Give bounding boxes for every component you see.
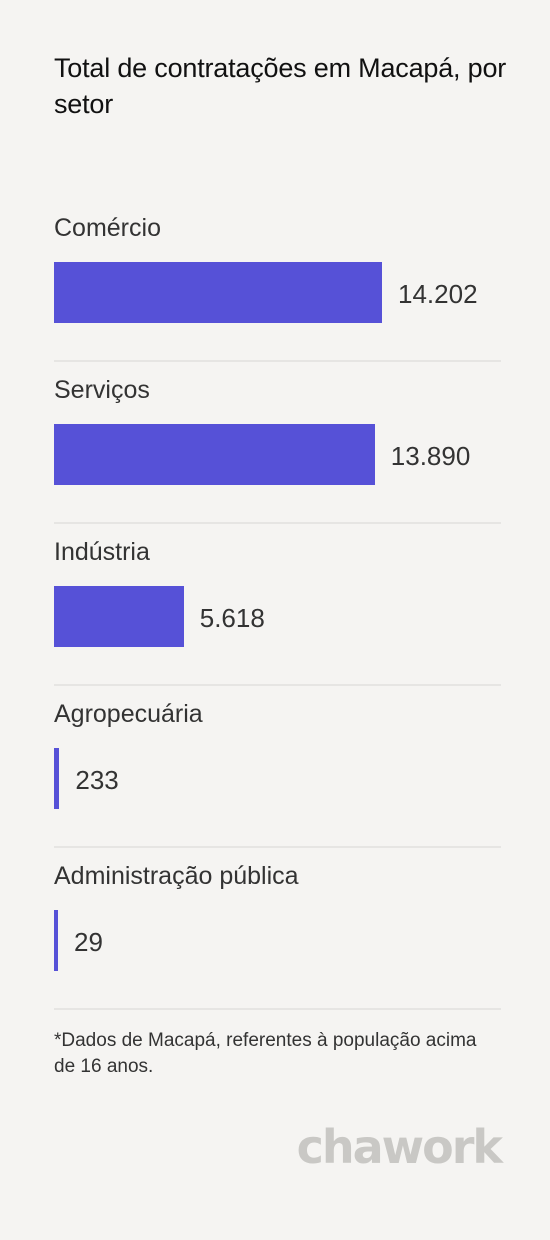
footnote: *Dados de Macapá, referentes à população… (54, 1030, 477, 1077)
bar-value-label: 14.202 (398, 279, 478, 309)
bar (54, 262, 382, 323)
bar (54, 748, 60, 809)
row-divider (54, 1008, 501, 1010)
category-label: Indústria (54, 538, 150, 566)
category-label: Administração pública (54, 862, 299, 890)
bar-rows: Comércio 14.202 Serviços 13.890 Indústria 5.6… (54, 200, 501, 1010)
chawork-logo: chawork (296, 1120, 503, 1174)
bar (54, 910, 58, 971)
bar-track: 5.618 (54, 586, 501, 647)
bar-value-label: 29 (74, 927, 103, 957)
row-divider (54, 522, 501, 524)
bar-value-label: 5.618 (199, 603, 265, 633)
bar-value-label: 13.890 (390, 441, 471, 471)
bar-row: Administração pública 29 (54, 848, 501, 1010)
category-label: Agropecuária (54, 700, 203, 728)
bar-track: 13.890 (54, 424, 501, 485)
bar-track: 233 (54, 748, 501, 809)
bar-value-label: 233 (75, 765, 119, 795)
bar-row: Comércio 14.202 (54, 200, 501, 362)
bar (54, 424, 375, 485)
bar (54, 586, 184, 647)
bar-row: Indústria 5.618 (54, 524, 501, 686)
bar-row: Agropecuária 233 (54, 686, 501, 848)
chart-title: Total de contratações em Macapá, por set… (54, 53, 507, 119)
bar-track: 29 (54, 910, 501, 971)
row-divider (54, 684, 501, 686)
category-label: Serviços (54, 376, 150, 404)
bar-row: Serviços 13.890 (54, 362, 501, 524)
row-divider (54, 846, 501, 848)
bar-track: 14.202 (54, 262, 501, 323)
row-divider (54, 360, 501, 362)
category-label: Comércio (54, 214, 161, 242)
